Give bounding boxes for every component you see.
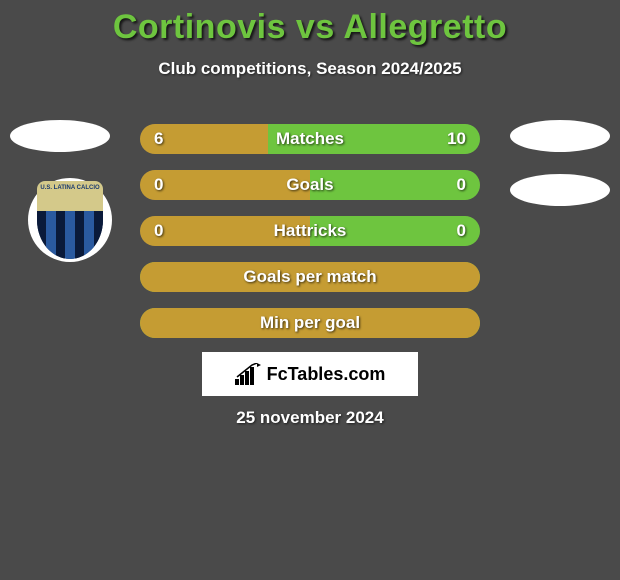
comparison-row: Matches6 10	[140, 124, 480, 154]
comparison-row: Goals per match	[140, 262, 480, 292]
club-badge: U.S. LATINA CALCIO	[28, 178, 112, 262]
avatar-right-2	[510, 174, 610, 206]
row-label: Hattricks	[140, 216, 480, 246]
row-value-left: 0	[154, 216, 163, 246]
row-value-right: 0	[457, 170, 466, 200]
row-value-left: 0	[154, 170, 163, 200]
comparison-row: Goals0 0	[140, 170, 480, 200]
comparison-rows: Matches610Goals00Hattricks00Goals per ma…	[140, 124, 480, 354]
logo-text: FcTables.com	[267, 364, 386, 385]
row-value-left: 6	[154, 124, 163, 154]
club-badge-stripes	[37, 211, 103, 259]
fctables-icon	[235, 363, 261, 385]
row-label: Goals	[140, 170, 480, 200]
comparison-row: Hattricks0 0	[140, 216, 480, 246]
page-subtitle: Club competitions, Season 2024/2025	[0, 59, 620, 79]
logo-box: FcTables.com	[202, 352, 418, 396]
row-label: Goals per match	[140, 262, 480, 292]
row-value-right: 10	[447, 124, 466, 154]
comparison-row: Min per goal	[140, 308, 480, 338]
page-title: Cortinovis vs Allegretto	[0, 0, 620, 47]
row-value-right: 0	[457, 216, 466, 246]
club-badge-text: U.S. LATINA CALCIO	[37, 185, 103, 191]
row-label: Matches	[140, 124, 480, 154]
club-badge-shield: U.S. LATINA CALCIO	[37, 181, 103, 259]
date-label: 25 november 2024	[0, 408, 620, 428]
avatar-right-1	[510, 120, 610, 152]
row-label: Min per goal	[140, 308, 480, 338]
avatar-left-1	[10, 120, 110, 152]
